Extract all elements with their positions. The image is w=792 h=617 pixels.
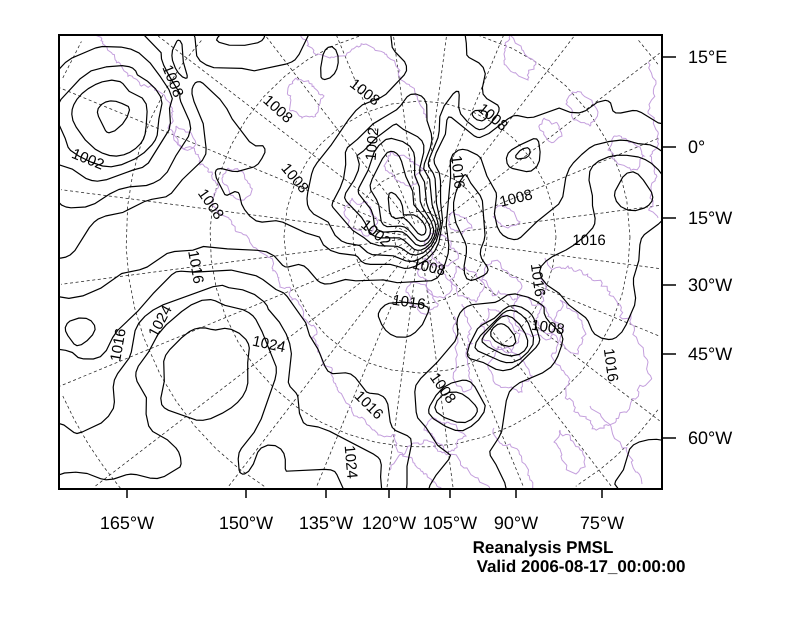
svg-text:90°W: 90°W (494, 513, 538, 533)
svg-text:1016: 1016 (447, 155, 467, 190)
svg-text:1016: 1016 (572, 232, 605, 249)
svg-text:0°: 0° (688, 137, 705, 157)
svg-text:1016: 1016 (527, 262, 548, 297)
svg-text:105°W: 105°W (423, 513, 477, 533)
svg-text:45°W: 45°W (688, 344, 732, 364)
svg-text:Reanalysis PMSL: Reanalysis PMSL (473, 538, 614, 557)
svg-text:1002: 1002 (363, 127, 383, 162)
svg-text:150°W: 150°W (219, 513, 273, 533)
svg-text:15°W: 15°W (688, 208, 732, 228)
svg-text:1016: 1016 (107, 327, 130, 363)
svg-text:165°W: 165°W (100, 513, 154, 533)
svg-text:1024: 1024 (251, 333, 287, 357)
svg-text:15°E: 15°E (688, 47, 727, 67)
svg-text:75°W: 75°W (580, 513, 624, 533)
svg-text:135°W: 135°W (299, 513, 353, 533)
svg-text:Valid 2006-08-17_00:00:00: Valid 2006-08-17_00:00:00 (477, 557, 686, 576)
svg-text:30°W: 30°W (688, 275, 732, 295)
svg-text:1016: 1016 (600, 347, 621, 382)
svg-text:120°W: 120°W (362, 513, 416, 533)
svg-text:1008: 1008 (530, 317, 565, 338)
svg-text:1016: 1016 (184, 249, 207, 285)
svg-text:60°W: 60°W (688, 428, 732, 448)
svg-text:1024: 1024 (341, 445, 361, 480)
svg-text:1016: 1016 (391, 292, 426, 313)
